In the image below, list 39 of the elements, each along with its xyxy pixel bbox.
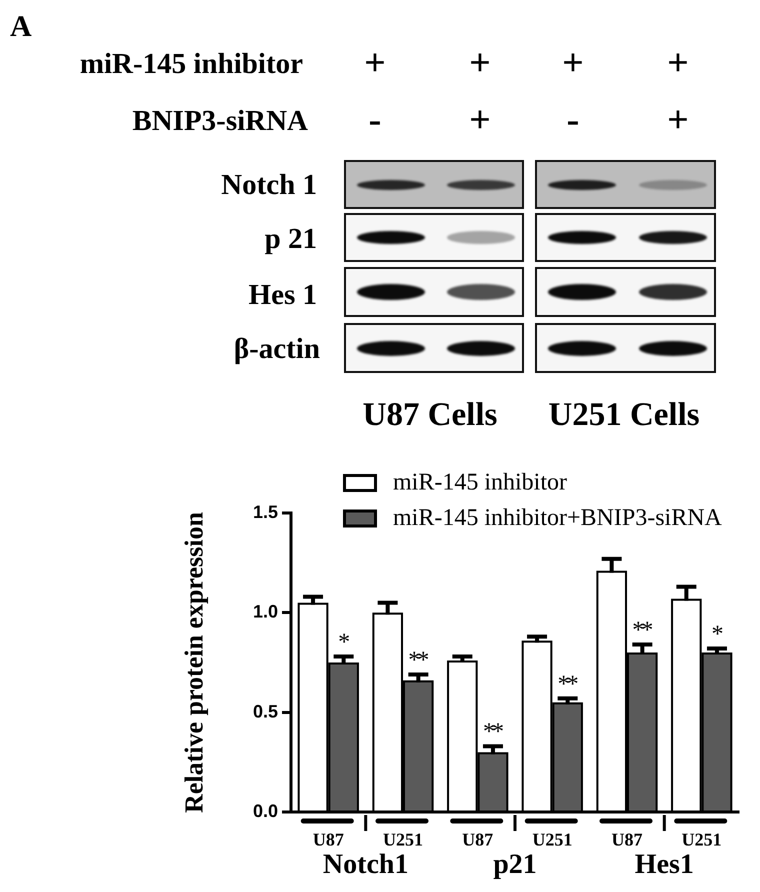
text: U87 Cells bbox=[362, 396, 498, 432]
y-tick-label: 1.5 bbox=[252, 502, 278, 522]
text: + bbox=[667, 99, 689, 141]
text: + bbox=[562, 42, 584, 84]
text: - bbox=[368, 99, 382, 141]
annotation: ** bbox=[482, 719, 503, 746]
text: Hes1 bbox=[634, 849, 694, 880]
x-tick-label: U87 bbox=[612, 829, 642, 850]
x-tick-label: U251 bbox=[532, 829, 572, 850]
text: U251 Cells bbox=[548, 396, 700, 432]
y-tick-label: 0.5 bbox=[252, 701, 278, 722]
x-tick-label: U87 bbox=[462, 829, 494, 850]
text: Hes 1 bbox=[248, 278, 317, 310]
y-tick-label: 1.0 bbox=[252, 602, 278, 622]
annotation: * bbox=[338, 630, 350, 656]
text: BNIP3-siRNA bbox=[132, 104, 308, 136]
legend-label: miR-145 inhibitor bbox=[393, 469, 568, 496]
text: p21 bbox=[493, 849, 537, 880]
text: A bbox=[10, 10, 32, 43]
text: + bbox=[469, 42, 491, 84]
annotation: ** bbox=[408, 647, 428, 674]
annotation: ** bbox=[558, 671, 578, 698]
legend-label: miR-145 inhibitor+BNIP3-siRNA bbox=[393, 504, 723, 531]
x-tick-label: U87 bbox=[312, 829, 344, 850]
text: miR-145 inhibitor bbox=[80, 48, 303, 80]
text: Notch1 bbox=[322, 849, 408, 880]
text: + bbox=[667, 42, 689, 84]
y-axis-title: Relative protein expression bbox=[179, 512, 208, 813]
text: + bbox=[364, 42, 386, 84]
x-tick-label: U251 bbox=[383, 829, 423, 850]
text: p 21 bbox=[264, 222, 317, 254]
annotation: ** bbox=[632, 618, 652, 644]
annotation: * bbox=[711, 622, 722, 648]
x-tick-label: U251 bbox=[682, 829, 722, 850]
text: - bbox=[566, 99, 580, 141]
text: + bbox=[469, 99, 491, 141]
text: Notch 1 bbox=[221, 168, 317, 200]
text: β-actin bbox=[234, 332, 320, 364]
y-tick-label: 0.0 bbox=[252, 800, 278, 821]
